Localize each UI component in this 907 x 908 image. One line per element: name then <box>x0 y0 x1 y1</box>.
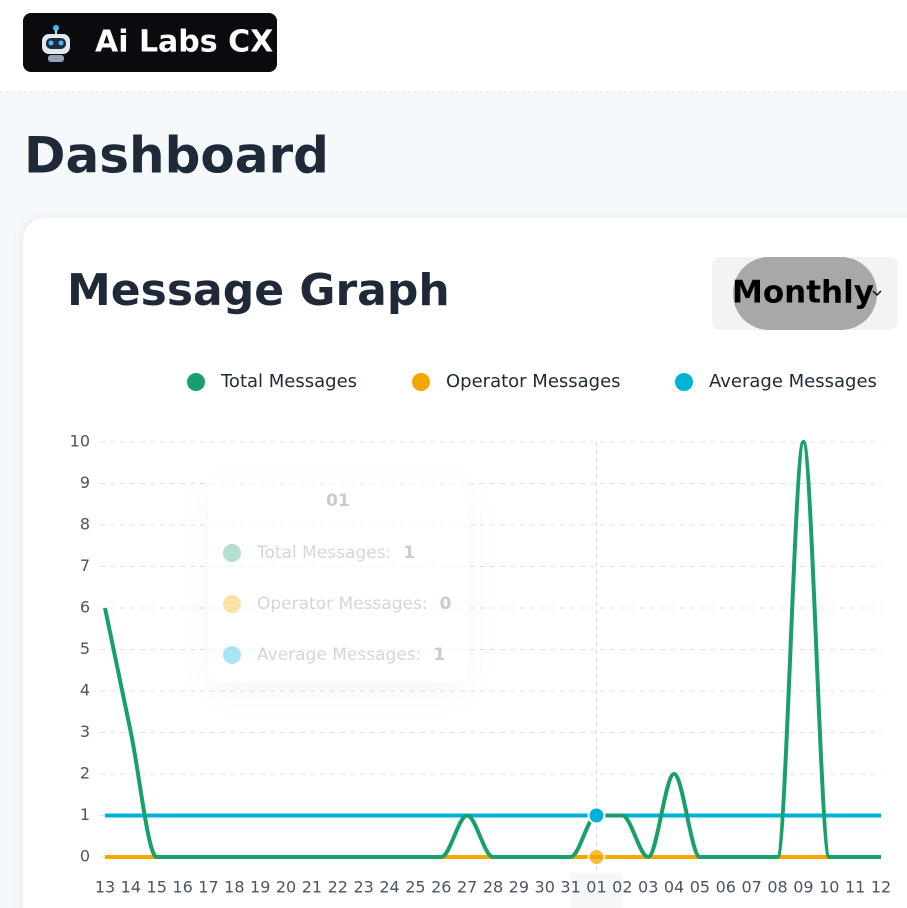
x-tick-label: 06 <box>716 878 736 897</box>
x-tick-label: 29 <box>509 878 529 897</box>
tooltip-title: 01 <box>326 491 350 511</box>
card-title: Message Graph <box>67 265 450 316</box>
x-tick-label: 03 <box>638 878 658 897</box>
tooltip-value: 1 <box>433 645 445 665</box>
y-tick-label: 3 <box>80 722 90 741</box>
x-tick-label: 19 <box>250 878 270 897</box>
x-tick-label: 12 <box>871 878 891 897</box>
tooltip-box <box>208 478 468 682</box>
x-tick-label: 04 <box>664 878 684 897</box>
page-title: Dashboard <box>24 127 329 185</box>
legend-dot <box>187 373 205 391</box>
x-tick-label: 17 <box>198 878 218 897</box>
x-tick-label: 23 <box>353 878 373 897</box>
x-tick-label: 16 <box>172 878 192 897</box>
x-tick-label: 22 <box>328 878 348 897</box>
legend-dot <box>412 373 430 391</box>
active-point <box>587 806 606 825</box>
brand-name[interactable]: Ai Labs CX <box>95 25 273 60</box>
y-tick-label: 7 <box>80 556 90 575</box>
x-tick-label: 09 <box>793 878 813 897</box>
x-tick-label: 18 <box>224 878 244 897</box>
dropdown-highlight <box>733 257 877 330</box>
y-tick-label: 0 <box>80 847 90 866</box>
x-tick-label: 13 <box>95 878 115 897</box>
x-tick-label: 27 <box>457 878 477 897</box>
y-tick-label: 1 <box>80 805 90 824</box>
dropdown-label[interactable]: Monthly <box>732 275 874 311</box>
period-dropdown[interactable]: Monthly <box>712 257 898 330</box>
legend-label: Total Messages <box>220 371 357 392</box>
tooltip-value: 1 <box>403 543 415 563</box>
tooltip-label: Average Messages: <box>257 645 421 665</box>
x-tick-label: 30 <box>535 878 555 897</box>
y-tick-label: 9 <box>80 473 90 492</box>
x-tick-label: 15 <box>147 878 167 897</box>
x-tick-label: 01 <box>586 878 606 897</box>
legend-label: Average Messages <box>709 371 877 392</box>
tooltip: 01 Total Messages: 1 Operator Messages: 0 Ave… <box>208 478 468 682</box>
robot-icon <box>42 25 70 62</box>
series-line <box>103 440 881 860</box>
y-tick-label: 5 <box>80 639 90 658</box>
tooltip-label: Operator Messages: <box>257 594 428 614</box>
y-tick-label: 8 <box>80 515 90 534</box>
x-tick-label: 25 <box>405 878 425 897</box>
x-tick-label: 26 <box>431 878 451 897</box>
tooltip-value: 0 <box>440 594 452 614</box>
dropdown-chevron <box>872 290 882 297</box>
tooltip-label: Total Messages: <box>256 543 391 563</box>
x-tick-label: 24 <box>379 878 399 897</box>
y-tick-label: 10 <box>70 432 90 451</box>
x-tick-label: 10 <box>819 878 839 897</box>
x-tick-label: 31 <box>560 878 580 897</box>
x-tick-label: 20 <box>276 878 296 897</box>
x-tick-label: 11 <box>845 878 865 897</box>
tooltip-dot <box>223 595 241 613</box>
x-tick-label: 14 <box>121 878 141 897</box>
brand-box[interactable] <box>23 13 277 72</box>
y-tick-label: 6 <box>80 598 90 617</box>
x-tick-label: 21 <box>302 878 322 897</box>
x-tick-highlight <box>570 873 623 908</box>
y-tick-label: 2 <box>80 764 90 783</box>
x-tick-label: 05 <box>690 878 710 897</box>
x-tick-label: 28 <box>483 878 503 897</box>
y-tick-label: 4 <box>80 681 90 700</box>
x-tick-label: 02 <box>612 878 632 897</box>
x-tick-label: 08 <box>767 878 787 897</box>
legend-label: Operator Messages <box>446 371 621 392</box>
legend-dot <box>675 373 693 391</box>
tooltip-dot <box>223 544 241 562</box>
brand-logo[interactable]: Ai Labs CX <box>23 13 277 72</box>
tooltip-dot <box>223 646 241 664</box>
active-point <box>587 848 606 866</box>
x-tick-label: 07 <box>741 878 761 897</box>
